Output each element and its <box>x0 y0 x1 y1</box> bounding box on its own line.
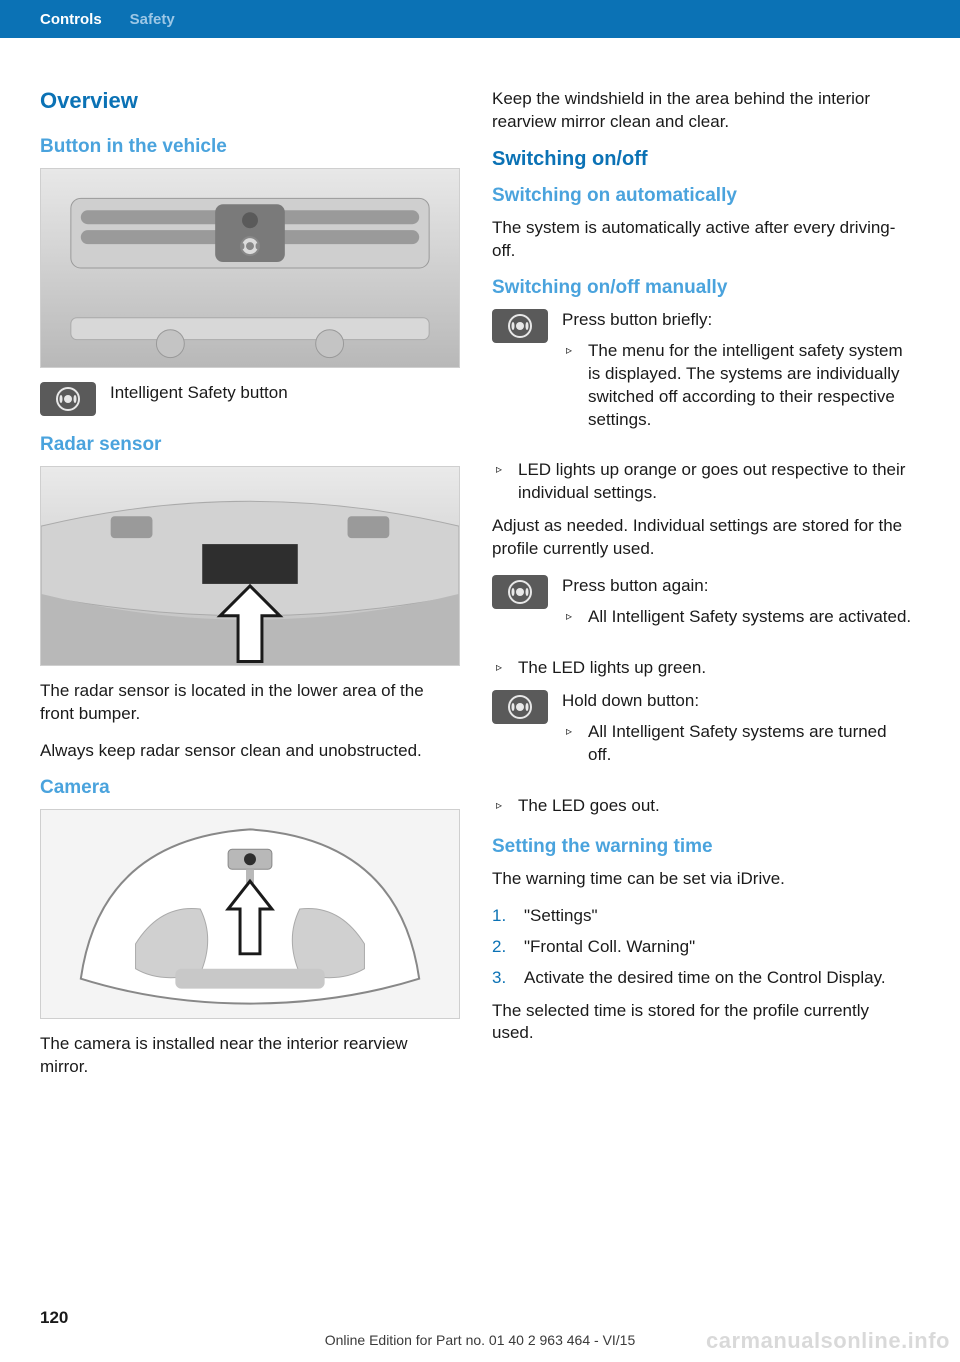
triangle-icon: ▹ <box>492 657 506 679</box>
page-content: Overview Button in the vehicle <box>0 38 960 1093</box>
overview-heading: Overview <box>40 88 460 114</box>
step-number: 1. <box>492 905 514 928</box>
triangle-icon: ▹ <box>562 340 576 362</box>
hold-bullet-2: ▹ The LED goes out. <box>492 795 912 818</box>
brief-bullet-2-text: LED lights up orange or goes out respec­… <box>518 459 912 505</box>
page-number: 120 <box>40 1308 68 1328</box>
step-2: 2. "Frontal Coll. Warning" <box>492 936 912 959</box>
step-1-text: "Settings" <box>524 905 912 928</box>
hold-bullet-1-text: All Intelligent Safety systems are turne… <box>588 721 912 767</box>
press-brief-row: Press button briefly: ▹ The menu for the… <box>492 309 912 442</box>
left-column: Overview Button in the vehicle <box>40 88 460 1093</box>
figure-dashboard-button <box>40 168 460 368</box>
tab-controls: Controls <box>40 11 102 28</box>
again-bullet-2-text: The LED lights up green. <box>518 657 912 680</box>
hold-label: Hold down button: <box>562 690 912 713</box>
safety-button-icon <box>492 575 548 609</box>
auto-text: The system is automatically active after… <box>492 217 912 263</box>
hold-bullet-2-text: The LED goes out. <box>518 795 912 818</box>
again-bullet-1-text: All Intelligent Safety systems are activ… <box>588 606 912 629</box>
figure-radar-sensor <box>40 466 460 666</box>
safety-button-icon <box>492 690 548 724</box>
windshield-intro: Keep the windshield in the area behind t… <box>492 88 912 134</box>
step-3-text: Activate the desired time on the Control… <box>524 967 912 990</box>
safety-button-row: Intelligent Safety button <box>40 382 460 416</box>
brief-bullet-1: ▹ The menu for the intelligent safety sy… <box>562 340 912 432</box>
radar-text-2: Always keep radar sensor clean and unob­… <box>40 740 460 763</box>
press-again-row: Press button again: ▹ All Intelligent Sa… <box>492 575 912 639</box>
camera-text: The camera is installed near the interio… <box>40 1033 460 1079</box>
figure-camera <box>40 809 460 1019</box>
tab-safety: Safety <box>130 11 175 28</box>
hold-row: Hold down button: ▹ All Intelligent Safe… <box>492 690 912 777</box>
warning-heading: Setting the warning time <box>492 836 912 858</box>
auto-heading: Switching on automatically <box>492 185 912 207</box>
press-brief-block: Press button briefly: ▹ The menu for the… <box>562 309 912 442</box>
again-bullet-1: ▹ All Intelligent Safety systems are act… <box>562 606 912 629</box>
hold-bullet-1: ▹ All Intelligent Safety systems are tur… <box>562 721 912 767</box>
header-tabs: Controls Safety <box>0 0 960 38</box>
press-again-block: Press button again: ▹ All Intelligent Sa… <box>562 575 912 639</box>
safety-button-label: Intelligent Safety button <box>110 382 460 405</box>
step-1: 1. "Settings" <box>492 905 912 928</box>
brief-bullet-1-text: The menu for the intelligent safety syst… <box>588 340 912 432</box>
step-3: 3. Activate the desired time on the Cont… <box>492 967 912 990</box>
again-bullet-2: ▹ The LED lights up green. <box>492 657 912 680</box>
triangle-icon: ▹ <box>562 606 576 628</box>
press-brief-label: Press button briefly: <box>562 309 912 332</box>
step-number: 2. <box>492 936 514 959</box>
press-again-label: Press button again: <box>562 575 912 598</box>
camera-heading: Camera <box>40 777 460 799</box>
button-in-vehicle-heading: Button in the vehicle <box>40 136 460 158</box>
safety-button-icon <box>492 309 548 343</box>
manual-heading: Switching on/off manually <box>492 277 912 299</box>
switching-heading: Switching on/off <box>492 148 912 171</box>
radar-sensor-heading: Radar sensor <box>40 434 460 456</box>
intelligent-safety-button-icon <box>40 382 96 416</box>
right-column: Keep the windshield in the area behind t… <box>492 88 912 1093</box>
adjust-text: Adjust as needed. Individual settings ar… <box>492 515 912 561</box>
triangle-icon: ▹ <box>492 459 506 481</box>
triangle-icon: ▹ <box>562 721 576 743</box>
step-2-text: "Frontal Coll. Warning" <box>524 936 912 959</box>
watermark: carmanualsonline.info <box>706 1328 950 1354</box>
radar-text-1: The radar sensor is located in the lower… <box>40 680 460 726</box>
warning-intro: The warning time can be set via iDrive. <box>492 868 912 891</box>
hold-block: Hold down button: ▹ All Intelligent Safe… <box>562 690 912 777</box>
step-number: 3. <box>492 967 514 990</box>
brief-bullet-2: ▹ LED lights up orange or goes out respe… <box>492 459 912 505</box>
warning-outro: The selected time is stored for the prof… <box>492 1000 912 1046</box>
triangle-icon: ▹ <box>492 795 506 817</box>
